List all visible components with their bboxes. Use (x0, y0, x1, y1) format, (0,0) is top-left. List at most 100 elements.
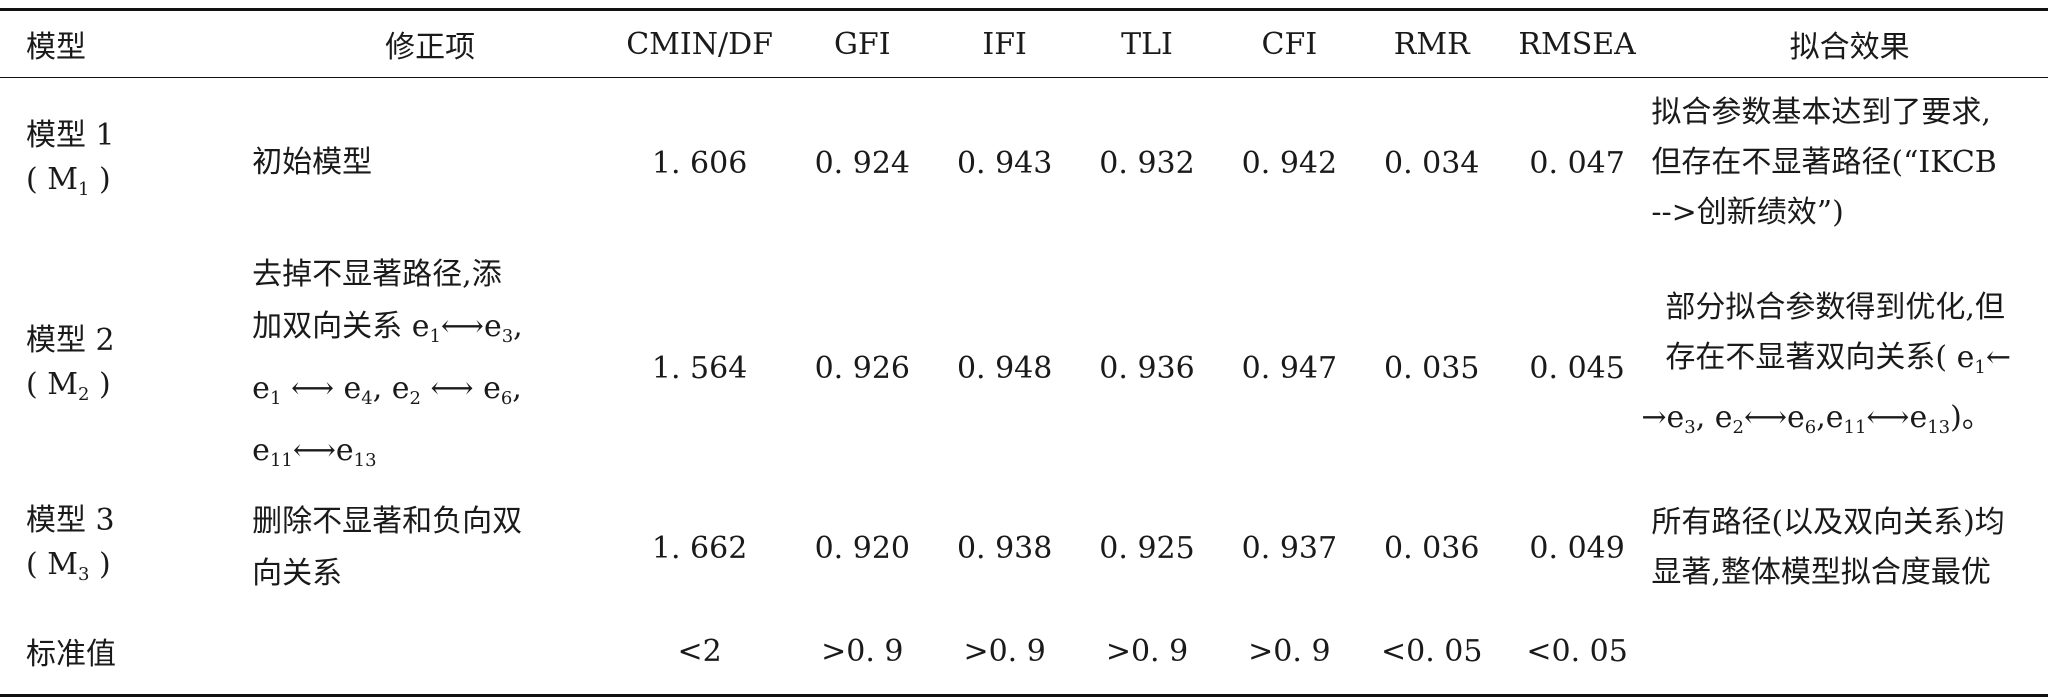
model-symbol-text: ( M (26, 547, 78, 582)
subscript: 1 (269, 388, 282, 409)
modification-cell: 删除不显著和负向双 向关系 (252, 488, 608, 608)
tli-value: 0. 932 (1099, 145, 1195, 181)
double-arrow-icon: ⟷ (290, 371, 334, 406)
model-symbol-sub: 3 (77, 564, 90, 585)
model-name: 模型 1 (26, 118, 115, 153)
subscript: 6 (500, 388, 513, 409)
ifi-value: 0. 943 (956, 145, 1053, 181)
double-arrow-icon: ⟷ (1866, 400, 1910, 435)
arrow-left-icon: ← (1985, 340, 2011, 375)
model-symbol-close: ) (89, 367, 111, 402)
model-cell: 模型 3 ( M3 ) (0, 488, 252, 608)
double-arrow-icon: ⟷ (292, 433, 336, 468)
empty-cell (252, 608, 608, 696)
model-cell: 模型 2 ( M2 ) (0, 248, 252, 488)
rmr-value: 0. 036 (1384, 530, 1480, 566)
model-symbol: ( M2 ) (26, 363, 252, 417)
subscript: 1 (1974, 357, 1986, 378)
modification-line: 加双向关系 e1⟷e3, (252, 309, 523, 347)
header-rmr: RMR (1393, 26, 1470, 62)
fit-effect-cell: 部分拟合参数得到优化,但 存在不显著双向关系( e1← →e3, e2⟷e6,e… (1641, 248, 2048, 488)
modification-line: 删除不显著和负向双 (252, 504, 523, 539)
rmr-standard: <0. 05 (1380, 633, 1483, 669)
gfi-value: 0. 926 (814, 350, 910, 386)
modification-cell: 去掉不显著路径,添 加双向关系 e1⟷e3, e1 ⟷ e4, e2 ⟷ e6,… (252, 248, 608, 488)
table-row: 模型 1 ( M1 ) 初始模型 1. 606 0. 924 0. 943 0.… (0, 78, 2048, 249)
subscript: 1 (429, 326, 441, 347)
double-arrow-icon: ⟷ (1743, 400, 1787, 435)
subscript: 2 (409, 388, 421, 409)
cmin-df-value: 1. 662 (651, 530, 748, 566)
model-symbol-sub: 1 (77, 179, 90, 200)
tli-value: 0. 925 (1099, 530, 1195, 566)
cmin-df-value: 1. 606 (651, 145, 748, 181)
fit-effect-text: 存在不显著双向关系( e (1665, 340, 1975, 375)
cfi-value: 0. 942 (1241, 145, 1338, 181)
tli-value: 0. 936 (1099, 350, 1195, 386)
cmin-df-value: 1. 564 (651, 350, 748, 386)
double-arrow-icon: ⟷ (440, 309, 484, 344)
header-modification: 修正项 (385, 30, 476, 65)
header-cmin-df: CMIN/DF (626, 26, 773, 62)
subscript: 4 (361, 388, 373, 409)
header-row: 模型 修正项 CMIN/DF GFI IFI TLI CFI RMR RMSEA… (0, 9, 2048, 78)
rmsea-value: 0. 047 (1529, 145, 1625, 181)
fit-effect-line: -->创新绩效”) (1651, 195, 1844, 230)
header-gfi: GFI (833, 26, 891, 62)
double-arrow-icon: ⟷ (430, 371, 474, 406)
model-symbol-close: ) (89, 162, 111, 197)
header-cfi: CFI (1261, 26, 1318, 62)
mod-text: 加双向关系 e (252, 309, 430, 344)
modification-line: 去掉不显著路径,添 (252, 257, 502, 292)
standard-label: 标准值 (26, 637, 116, 672)
table-row-standard: 标准值 <2 >0. 9 >0. 9 >0. 9 >0. 9 <0. 05 <0… (0, 608, 2048, 696)
subscript: 11 (1843, 417, 1867, 438)
ifi-value: 0. 938 (956, 530, 1053, 566)
cfi-standard: >0. 9 (1248, 633, 1331, 669)
gfi-standard: >0. 9 (821, 633, 904, 669)
rmr-value: 0. 034 (1384, 145, 1480, 181)
mod-text: e (252, 371, 270, 406)
modification-line: e11⟷e13 (252, 433, 377, 471)
model-fit-table: 模型 修正项 CMIN/DF GFI IFI TLI CFI RMR RMSEA… (0, 8, 2048, 697)
cfi-value: 0. 947 (1241, 350, 1338, 386)
fit-comparison-table-wrapper: 模型 修正项 CMIN/DF GFI IFI TLI CFI RMR RMSEA… (0, 8, 2048, 697)
header-ifi: IFI (982, 26, 1027, 62)
model-cell: 模型 1 ( M1 ) (0, 78, 252, 249)
fit-effect-line: 部分拟合参数得到优化,但 (1665, 290, 2005, 325)
subscript: 2 (1732, 417, 1744, 438)
modification-text: 初始模型 (252, 145, 373, 180)
fit-effect-line: 但存在不显著路径(“IKCB (1651, 145, 1997, 180)
table-row: 模型 3 ( M3 ) 删除不显著和负向双 向关系 1. 662 0. 920 … (0, 488, 2048, 608)
fit-effect-line: →e3, e2⟷e6,e11⟷e13)。 (1641, 400, 1992, 438)
fit-effect-cell: 拟合参数基本达到了要求, 但存在不显著路径(“IKCB -->创新绩效”) (1651, 78, 2048, 249)
table-row: 模型 2 ( M2 ) 去掉不显著路径,添 加双向关系 e1⟷e3, e1 ⟷ … (0, 248, 2048, 488)
model-symbol-text: ( M (26, 367, 78, 402)
cmin-df-standard: <2 (677, 633, 722, 669)
model-symbol: ( M1 ) (26, 158, 252, 212)
ifi-standard: >0. 9 (963, 633, 1046, 669)
fit-effect-line: 显著,整体模型拟合度最优 (1651, 555, 1991, 590)
subscript: 13 (353, 450, 377, 471)
gfi-value: 0. 920 (814, 530, 910, 566)
ifi-value: 0. 948 (956, 350, 1053, 386)
fit-effect-line: 存在不显著双向关系( e1← (1651, 333, 2048, 393)
subscript: 3 (501, 326, 514, 347)
model-symbol-close: ) (89, 547, 111, 582)
mod-text: e (252, 433, 270, 468)
modification-cell: 初始模型 (252, 78, 608, 249)
header-model: 模型 (26, 30, 86, 65)
subscript: 13 (1927, 417, 1951, 438)
fit-effect-line: 拟合参数基本达到了要求, (1651, 95, 1991, 130)
model-name: 模型 3 (26, 503, 115, 538)
fit-effect-cell: 所有路径(以及双向关系)均 显著,整体模型拟合度最优 (1651, 488, 2048, 608)
empty-cell (1651, 608, 2048, 696)
model-symbol-sub: 2 (77, 384, 90, 405)
gfi-value: 0. 924 (814, 145, 910, 181)
tli-standard: >0. 9 (1105, 633, 1189, 669)
rmsea-standard: <0. 05 (1526, 633, 1628, 669)
cfi-value: 0. 937 (1241, 530, 1338, 566)
rmsea-value: 0. 049 (1529, 530, 1625, 566)
modification-line: e1 ⟷ e4, e2 ⟷ e6, (252, 371, 522, 409)
modification-line: 向关系 (252, 556, 343, 591)
